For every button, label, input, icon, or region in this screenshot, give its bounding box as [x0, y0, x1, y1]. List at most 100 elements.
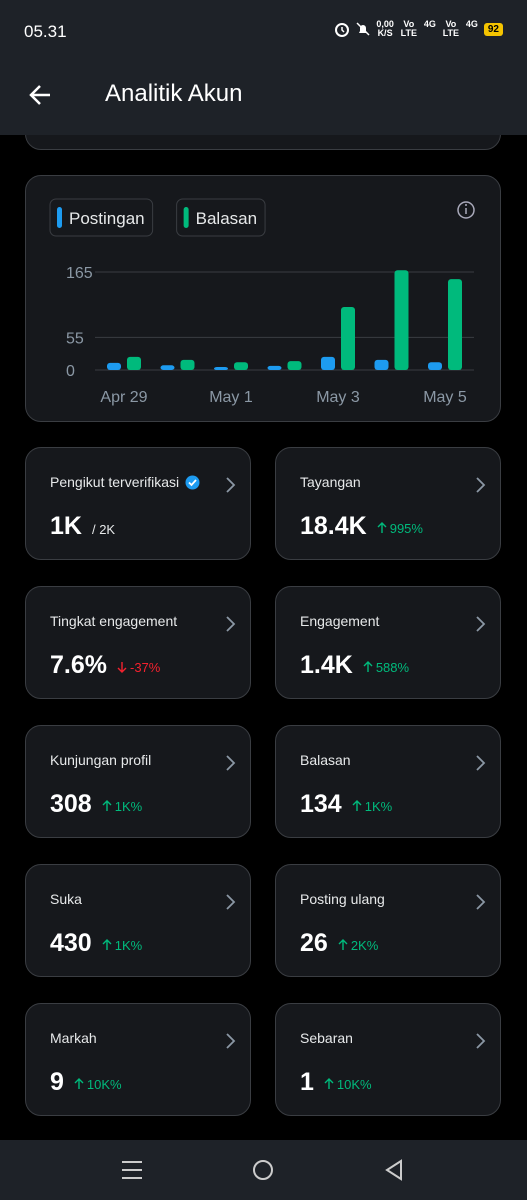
x-tick-label: Apr 29 [100, 389, 147, 406]
metric-row: 1.4K 588% [300, 651, 409, 680]
change-text: 1K% [114, 937, 143, 953]
metric-label-text: Balasan [300, 752, 351, 768]
arrow-path [74, 1078, 84, 1089]
chevron-path [476, 1033, 486, 1049]
chevron [226, 616, 236, 632]
chevron [476, 1033, 486, 1049]
mute-icon [356, 22, 370, 36]
status-time: 05.31 [24, 22, 67, 41]
bar [267, 365, 282, 370]
chart-card [25, 175, 501, 422]
metric-change: -37% [117, 660, 160, 675]
signal-indicators: Vo LTE 4G Vo LTE 4G [400, 20, 478, 38]
metric-label: Kunjungan profil [50, 752, 151, 768]
nav-buttons [122, 1159, 402, 1181]
arrow-path [352, 800, 362, 811]
status-icons: 0,00 K/S Vo LTE 4G Vo LTE 4G 92 [334, 20, 503, 38]
legend-box [49, 198, 154, 237]
chart: 0 55 165 Postingan Balasan Apr 29 May 1 May 3 Ma… [49, 198, 475, 406]
change-text: 588% [375, 659, 410, 675]
recents-button[interactable] [122, 1161, 142, 1179]
legend-swatch [183, 207, 189, 228]
x-tick-label: May 3 [316, 389, 360, 406]
legend-item[interactable]: Postingan [49, 198, 154, 237]
metric-row: 18.4K 995% [300, 512, 423, 541]
legend-swatch [57, 207, 62, 228]
bar [214, 367, 228, 370]
metric-change: 995% [377, 521, 423, 536]
metric-label-text: Markah [50, 1030, 97, 1046]
chevron [476, 755, 486, 771]
home-button[interactable] [253, 1160, 273, 1180]
metric-value: 430 [50, 929, 92, 957]
metric-change: 1K% [102, 938, 142, 953]
metric-label: Balasan [300, 752, 351, 768]
nav-bar [0, 1140, 527, 1200]
change-arrow [102, 939, 112, 950]
metric-value: 308 [50, 790, 92, 818]
metric-label-text: Engagement [300, 613, 380, 629]
metric-label-text: Tingkat engagement [50, 613, 178, 629]
bar [127, 356, 141, 370]
bar [287, 361, 302, 370]
chevron-path [476, 894, 486, 910]
legend-item[interactable]: Balasan [176, 198, 266, 237]
metric-label-text: Kunjungan profil [50, 752, 152, 768]
change-arrow [117, 662, 127, 673]
chevron-path [226, 477, 236, 493]
change-arrow [74, 1078, 84, 1089]
change-text: 1K% [114, 798, 143, 814]
legend-label: Postingan [69, 209, 145, 228]
metric-value: 1 [300, 1068, 314, 1096]
metric-card[interactable]: Kunjungan profil 308 1K% [25, 725, 251, 838]
change-text: -37% [129, 659, 161, 675]
metric-change: 10K% [324, 1077, 372, 1092]
y-tick-label: 0 [66, 363, 75, 380]
metric-card[interactable]: Suka 430 1K% [25, 864, 251, 977]
metric-card[interactable]: Tingkat engagement 7.6% -37% [25, 586, 251, 699]
metric-value: 1K [50, 512, 82, 540]
metric-value: 7.6% [50, 651, 107, 679]
metric-value: 18.4K [300, 512, 367, 540]
metric-card[interactable]: Posting ulang 26 2K% [275, 864, 501, 977]
metric-row: 9 10K% [50, 1068, 122, 1097]
metric-card[interactable]: Markah 9 10K% [25, 1003, 251, 1116]
chevron-path [476, 616, 486, 632]
metric-label-text: Tayangan [300, 474, 361, 490]
verified-badge [185, 475, 200, 489]
change-arrow [338, 939, 348, 950]
metric-change: 2K% [338, 938, 378, 953]
metric-label-text: Posting ulang [300, 891, 385, 907]
back-nav-button[interactable] [385, 1159, 402, 1181]
y-tick-label: 165 [66, 265, 93, 282]
net-speed-unit: K/S [377, 28, 393, 38]
metric-card[interactable]: Balasan 134 1K% [275, 725, 501, 838]
metric-card[interactable]: Sebaran 1 10K% [275, 1003, 501, 1116]
metric-card[interactable]: Pengikut terverifikasi 1K / 2K [25, 447, 251, 560]
chevron-path [476, 477, 486, 493]
metric-suffix: / 2K [91, 522, 116, 537]
metric-label: Suka [50, 891, 82, 907]
chevron [226, 1033, 236, 1049]
bar [394, 270, 409, 370]
metric-value: 9 [50, 1068, 64, 1096]
metric-row: 7.6% -37% [50, 651, 160, 680]
metric-label: Tayangan [300, 474, 361, 490]
change-arrow [377, 522, 387, 533]
metric-label: Sebaran [300, 1030, 353, 1046]
change-text: 1K% [364, 798, 393, 814]
net-speed: 0,00 K/S [376, 20, 394, 38]
bar [107, 362, 121, 370]
back-button[interactable] [26, 80, 56, 110]
chevron-path [226, 616, 236, 632]
metric-card[interactable]: Engagement 1.4K 588% [275, 586, 501, 699]
metric-row: 134 1K% [300, 790, 392, 819]
chevron [226, 755, 236, 771]
info-icon[interactable] [457, 201, 475, 219]
metric-card[interactable]: Tayangan 18.4K 995% [275, 447, 501, 560]
metric-label: Engagement [300, 613, 379, 629]
bar [428, 362, 442, 370]
net-speed-value: 0,00 [376, 19, 394, 29]
chevron [226, 477, 236, 493]
change-text: 995% [389, 520, 423, 536]
